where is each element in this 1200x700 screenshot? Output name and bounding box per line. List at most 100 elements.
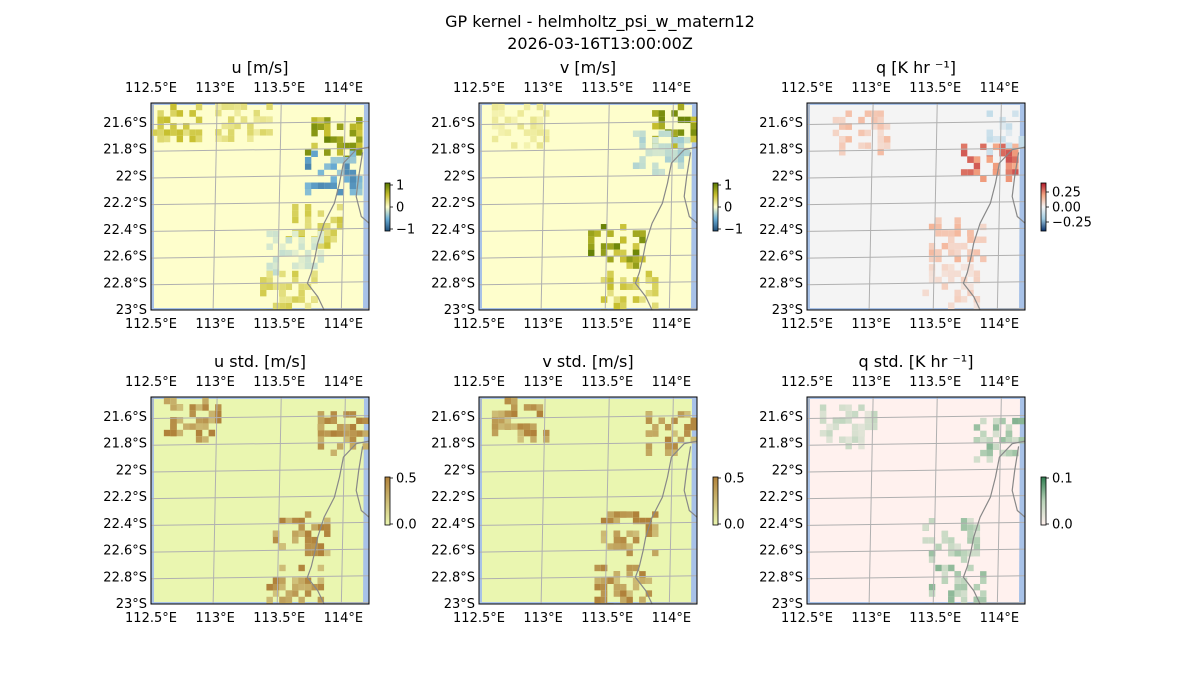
heat-cell — [658, 123, 665, 130]
heat-cell — [285, 237, 293, 244]
heat-cell — [845, 110, 852, 117]
heat-cell — [639, 517, 646, 525]
gridline-lat — [151, 174, 369, 179]
heat-cell — [311, 262, 318, 270]
heat-cell — [298, 564, 305, 572]
heat-cell — [266, 270, 273, 278]
heat-cell — [839, 417, 846, 424]
heat-cell — [304, 256, 312, 263]
heat-cell — [928, 270, 936, 277]
xtick-label-bottom: 114°E — [324, 317, 364, 332]
heat-cell — [645, 411, 653, 418]
heat-cell — [967, 283, 974, 290]
heat-cell — [620, 236, 627, 244]
gridline-lat — [807, 254, 1025, 259]
ytick-label: 22.2°S — [759, 196, 803, 211]
heat-cell — [632, 162, 640, 169]
heat-cell — [607, 256, 614, 263]
heat-cell — [292, 577, 299, 584]
heat-cell — [1012, 110, 1019, 117]
heat-cell — [703, 110, 709, 116]
heat-cell — [671, 129, 678, 136]
heat-cell — [600, 590, 608, 597]
heat-cell — [877, 129, 884, 137]
gridline-lon — [340, 397, 346, 604]
heat-cell — [530, 116, 537, 124]
heat-cell — [543, 129, 550, 136]
panel-title: u std. [m/s] — [214, 352, 306, 371]
heat-cell — [511, 404, 518, 411]
heat-cell — [826, 423, 833, 431]
heat-cell — [259, 129, 267, 136]
coastline — [306, 440, 369, 604]
heat-cell — [523, 103, 531, 111]
heat-cell — [613, 530, 621, 537]
heat-cell — [703, 104, 709, 110]
heat-cell — [922, 537, 929, 544]
axes-frame — [478, 396, 698, 605]
heat-cell — [183, 423, 190, 430]
heat-cell — [826, 430, 833, 437]
heat-cell — [317, 210, 325, 217]
heat-cell — [1024, 424, 1025, 431]
heat-cell — [260, 277, 267, 284]
heat-cell — [343, 430, 350, 437]
heat-cell — [645, 270, 653, 278]
gridline-lon — [540, 397, 546, 604]
xtick-label-top: 113.5°E — [909, 81, 961, 96]
heat-cell — [336, 203, 344, 211]
heat-cell — [632, 283, 640, 290]
gridline-lon — [807, 397, 810, 527]
heat-cell — [1018, 142, 1025, 149]
heat-cell — [960, 150, 968, 157]
heat-cell — [266, 103, 273, 110]
heat-cell — [170, 397, 177, 405]
heat-cell — [973, 270, 981, 277]
heat-cell — [645, 289, 653, 297]
heat-cell — [523, 423, 531, 430]
ytick-label: 22.2°S — [431, 490, 475, 505]
heat-cell — [607, 511, 614, 518]
heat-cell — [696, 443, 697, 450]
heat-cell — [684, 136, 691, 144]
heat-cell — [279, 283, 286, 290]
gridline-lat — [479, 281, 697, 286]
xtick-label-top: 114°E — [980, 375, 1020, 390]
heat-cell — [626, 511, 633, 518]
heat-cell — [279, 577, 286, 584]
gridline-lat — [479, 174, 697, 179]
heat-cell — [195, 417, 203, 424]
heat-cell — [600, 577, 608, 584]
heat-cell — [170, 123, 177, 130]
heat-cell — [960, 283, 968, 290]
heat-cell — [832, 423, 840, 431]
ytick-label: 22.4°S — [431, 517, 475, 532]
heat-cell — [626, 571, 633, 578]
heat-cell — [992, 169, 1000, 176]
gridline-lat — [479, 548, 697, 553]
gridline-lon — [340, 103, 346, 310]
heat-cell — [330, 235, 337, 243]
heat-cell — [349, 182, 357, 189]
ytick-label: 22°S — [444, 463, 475, 478]
gridline-lon — [479, 397, 482, 527]
heat-cell — [530, 135, 537, 143]
xtick-label-top: 113°E — [851, 81, 891, 96]
heat-cell — [1024, 148, 1025, 156]
heat-cell — [954, 296, 961, 303]
heat-cell — [980, 590, 987, 597]
heat-cell — [324, 549, 331, 557]
xtick-label-bottom: 113°E — [523, 611, 563, 626]
colorbar-tick-label: 0.5 — [396, 472, 417, 487]
ytick-label: 22.2°S — [759, 490, 803, 505]
heat-cell — [980, 255, 987, 263]
chart-panel-2: v [m/s]112.5°E112.5°E113°E113°E113.5°E11… — [431, 58, 743, 332]
heat-cell — [658, 143, 665, 150]
heat-cell — [336, 142, 344, 150]
heat-cell — [684, 149, 691, 157]
heat-cell — [253, 129, 260, 136]
heat-cell — [292, 517, 299, 525]
heat-cell — [652, 524, 659, 531]
gridline-lat — [807, 575, 1025, 580]
heat-cell — [176, 135, 184, 143]
